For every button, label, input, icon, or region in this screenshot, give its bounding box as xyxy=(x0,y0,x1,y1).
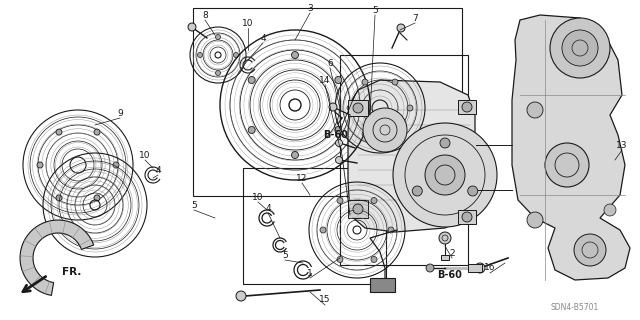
Bar xyxy=(193,8,462,196)
Circle shape xyxy=(347,105,353,111)
Circle shape xyxy=(397,24,405,32)
Text: 12: 12 xyxy=(296,173,308,182)
Circle shape xyxy=(550,18,610,78)
Circle shape xyxy=(198,52,202,58)
Text: 3: 3 xyxy=(307,4,313,12)
Circle shape xyxy=(574,234,606,266)
Text: 16: 16 xyxy=(484,263,496,273)
Text: 4: 4 xyxy=(260,34,266,43)
Text: 7: 7 xyxy=(412,13,418,22)
Circle shape xyxy=(604,204,616,216)
Text: 15: 15 xyxy=(319,295,331,305)
Text: B-60: B-60 xyxy=(438,270,463,280)
Circle shape xyxy=(462,212,472,222)
Text: 2: 2 xyxy=(449,249,455,258)
Text: FR.: FR. xyxy=(62,267,81,277)
Circle shape xyxy=(440,138,450,148)
Polygon shape xyxy=(20,220,93,295)
Circle shape xyxy=(216,35,221,39)
Bar xyxy=(370,278,395,292)
Circle shape xyxy=(462,102,472,112)
Circle shape xyxy=(407,105,413,111)
Bar xyxy=(458,100,476,114)
Circle shape xyxy=(527,102,543,118)
Circle shape xyxy=(320,227,326,233)
Circle shape xyxy=(56,195,62,201)
Circle shape xyxy=(426,264,434,272)
Circle shape xyxy=(363,108,407,152)
Text: 5: 5 xyxy=(282,251,288,260)
Circle shape xyxy=(234,52,239,58)
Circle shape xyxy=(392,79,398,85)
Circle shape xyxy=(562,30,598,66)
Circle shape xyxy=(335,156,342,164)
Text: 5: 5 xyxy=(191,201,197,210)
Circle shape xyxy=(37,162,43,168)
Circle shape xyxy=(248,76,255,84)
Circle shape xyxy=(335,140,342,147)
Circle shape xyxy=(248,126,255,133)
Text: 10: 10 xyxy=(140,150,151,159)
Text: 14: 14 xyxy=(319,76,331,84)
Circle shape xyxy=(371,197,377,204)
Bar xyxy=(243,168,386,284)
Text: 1: 1 xyxy=(307,268,313,277)
Text: 6: 6 xyxy=(327,59,333,68)
Circle shape xyxy=(335,76,342,84)
Bar xyxy=(468,264,482,272)
Circle shape xyxy=(362,131,368,137)
Circle shape xyxy=(362,79,368,85)
Circle shape xyxy=(337,197,343,204)
Circle shape xyxy=(527,212,543,228)
Circle shape xyxy=(353,103,363,113)
Circle shape xyxy=(353,204,363,214)
Circle shape xyxy=(113,162,119,168)
Bar xyxy=(458,210,476,224)
Circle shape xyxy=(475,263,485,273)
Circle shape xyxy=(439,232,451,244)
Circle shape xyxy=(56,129,62,135)
Circle shape xyxy=(392,131,398,137)
Circle shape xyxy=(425,155,465,195)
Circle shape xyxy=(216,70,221,76)
Circle shape xyxy=(188,23,196,31)
Circle shape xyxy=(329,103,337,111)
Circle shape xyxy=(236,291,246,301)
Text: 13: 13 xyxy=(616,140,628,149)
Text: 10: 10 xyxy=(243,19,253,28)
Text: 4: 4 xyxy=(265,204,271,212)
Circle shape xyxy=(393,123,497,227)
Text: 5: 5 xyxy=(372,5,378,14)
Bar xyxy=(348,100,368,116)
Bar xyxy=(348,200,368,218)
Circle shape xyxy=(337,256,343,262)
Bar xyxy=(441,255,449,260)
Circle shape xyxy=(371,256,377,262)
Polygon shape xyxy=(348,80,475,232)
Circle shape xyxy=(291,52,298,59)
Circle shape xyxy=(468,186,477,196)
Circle shape xyxy=(94,129,100,135)
Circle shape xyxy=(545,143,589,187)
Text: 8: 8 xyxy=(202,11,208,20)
Circle shape xyxy=(291,151,298,158)
Circle shape xyxy=(335,126,342,133)
Circle shape xyxy=(412,186,422,196)
Circle shape xyxy=(94,195,100,201)
Text: SDN4-B5701: SDN4-B5701 xyxy=(551,303,599,313)
Circle shape xyxy=(388,227,394,233)
Text: B-60: B-60 xyxy=(324,130,348,140)
Text: 10: 10 xyxy=(252,193,264,202)
Polygon shape xyxy=(512,15,630,280)
Text: 9: 9 xyxy=(117,108,123,117)
Text: 4: 4 xyxy=(155,165,161,174)
Bar xyxy=(340,55,468,265)
